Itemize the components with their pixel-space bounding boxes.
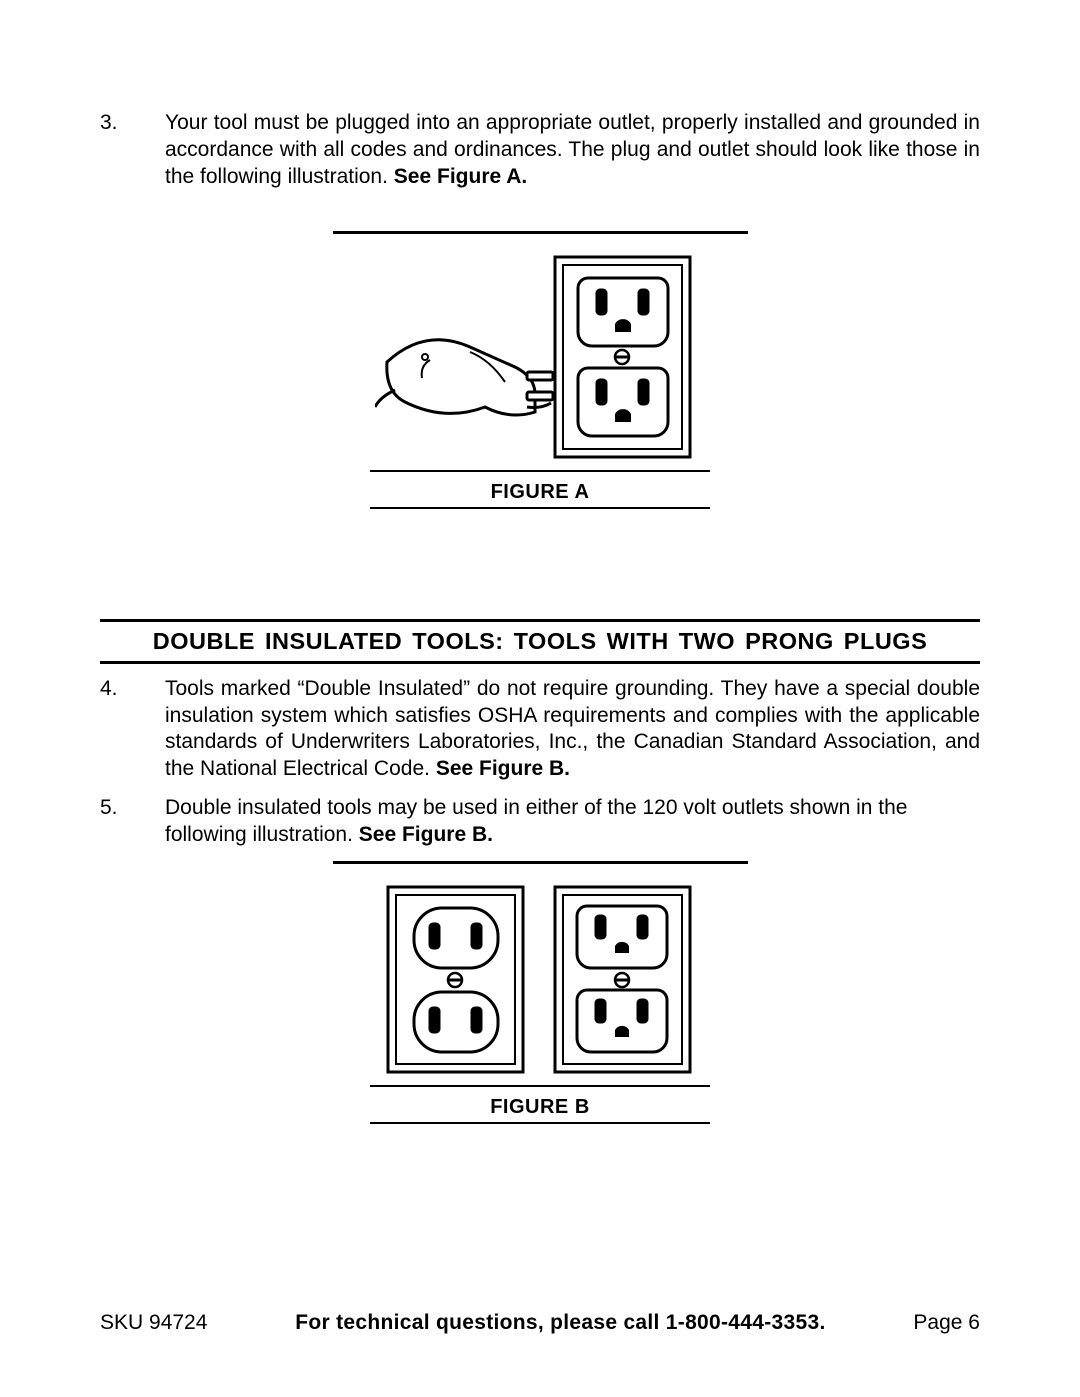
list-item-3: 3. Your tool must be plugged into an app…	[100, 110, 980, 191]
section-heading-wrap: DOUBLE INSULATED TOOLS: TOOLS WITH TWO P…	[100, 619, 980, 664]
footer-page: Page 6	[913, 1311, 980, 1335]
page-footer: SKU 94724 For technical questions, pleas…	[100, 1311, 980, 1335]
list-number: 3.	[100, 110, 165, 191]
figure-a-block: FIGURE A	[100, 231, 980, 509]
list-item-5: 5. Double insulated tools may be used in…	[100, 795, 980, 849]
figure-b-diagram	[380, 882, 700, 1077]
text-part-a: Your tool must be plugged into an approp…	[165, 111, 980, 188]
footer-sku: SKU 94724	[100, 1311, 207, 1335]
text-part-b: See Figure B.	[436, 757, 570, 780]
list-text: Tools marked “Double Insulated” do not r…	[165, 676, 980, 784]
footer-tech: For technical questions, please call 1-8…	[295, 1311, 825, 1335]
section-heading: DOUBLE INSULATED TOOLS: TOOLS WITH TWO P…	[100, 628, 980, 655]
list-text: Double insulated tools may be used in ei…	[165, 795, 980, 849]
text-part-b: See Figure A.	[394, 165, 527, 188]
figure-b-caption-wrap: FIGURE B	[370, 1085, 710, 1124]
figure-top-rule	[333, 231, 748, 234]
list-number: 4.	[100, 676, 165, 784]
list-number: 5.	[100, 795, 165, 849]
list-item-4: 4. Tools marked “Double Insulated” do no…	[100, 676, 980, 784]
text-part-b: See Figure B.	[359, 823, 493, 846]
figure-top-rule	[333, 861, 748, 864]
list-text: Your tool must be plugged into an approp…	[165, 110, 980, 191]
figure-b-caption: FIGURE B	[370, 1090, 710, 1119]
figure-a-diagram	[375, 252, 705, 462]
text-part-a: Tools marked “Double Insulated” do not r…	[165, 677, 980, 781]
figure-a-caption-wrap: FIGURE A	[370, 470, 710, 509]
figure-b-block: FIGURE B	[100, 861, 980, 1124]
text-part-a: Double insulated tools may be used in ei…	[165, 796, 907, 846]
figure-a-caption: FIGURE A	[370, 475, 710, 504]
